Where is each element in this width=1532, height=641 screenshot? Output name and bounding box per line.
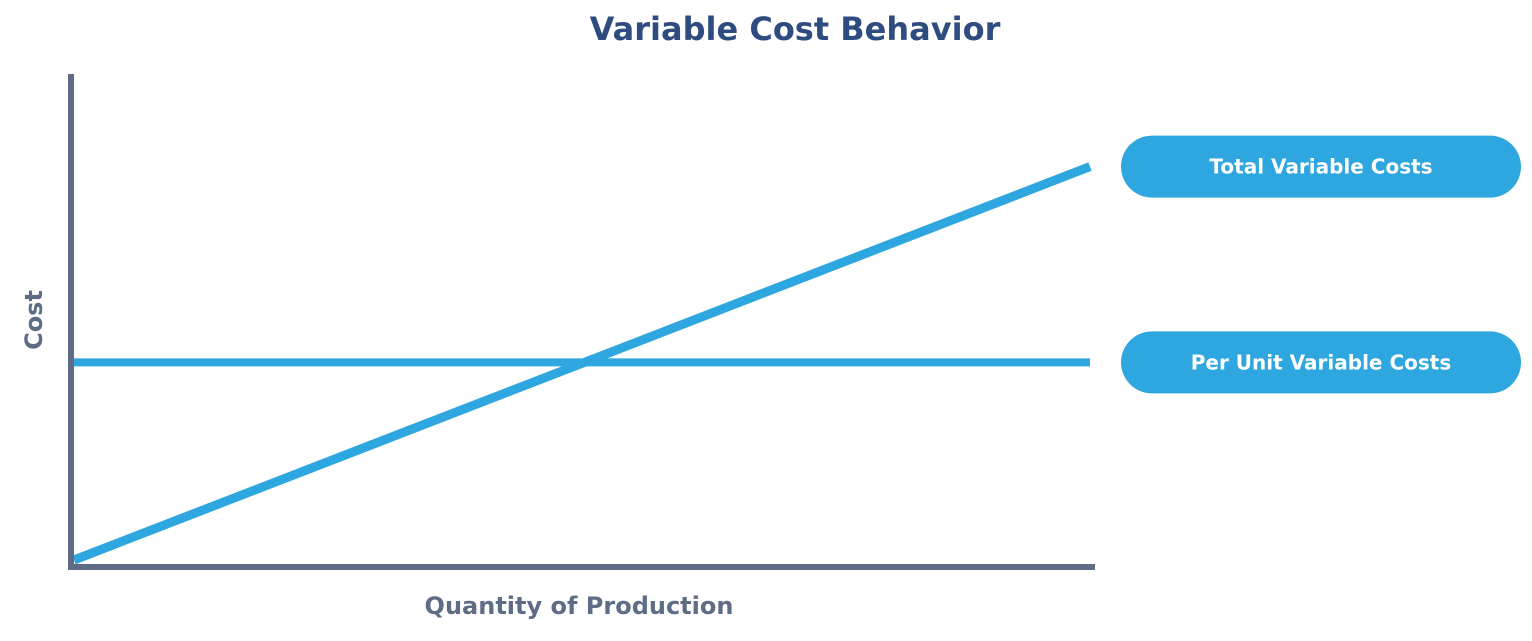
legend-label: Total Variable Costs (1209, 155, 1432, 179)
chart-title: Variable Cost Behavior (590, 10, 1001, 48)
legend-item-per-unit-variable-costs: Per Unit Variable Costs (1121, 331, 1521, 394)
x-axis-label: Quantity of Production (425, 592, 734, 620)
y-axis-label: Cost (20, 290, 48, 350)
series-layer (72, 162, 1092, 565)
legend-item-total-variable-costs: Total Variable Costs (1121, 135, 1521, 198)
legend: Total Variable Costs Per Unit Variable Co… (1121, 135, 1521, 394)
legend-pill (1121, 135, 1521, 198)
legend-label: Per Unit Variable Costs (1191, 350, 1452, 374)
legend-pill (1121, 331, 1521, 394)
